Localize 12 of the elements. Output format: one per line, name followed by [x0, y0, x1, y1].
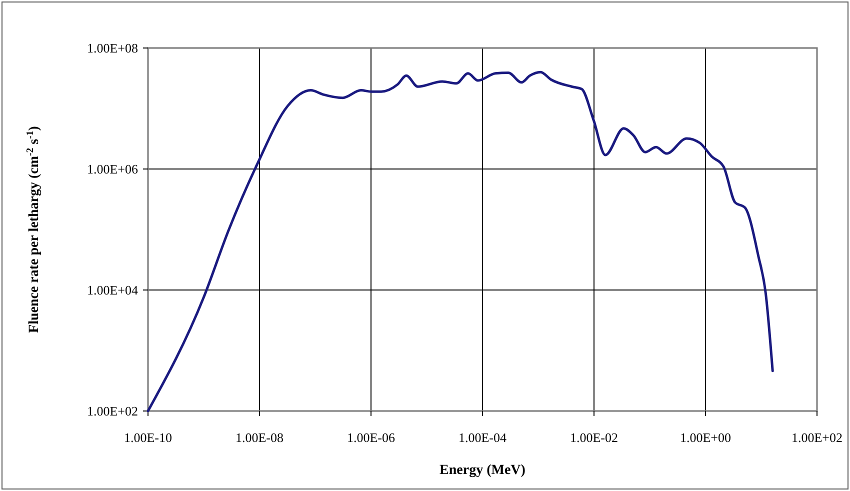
x-tick-label: 1.00E-02: [570, 430, 618, 445]
x-tick-label: 1.00E-10: [124, 430, 172, 445]
y-tick-label: 1.00E+04: [86, 282, 138, 298]
y-tick-label: 1.00E+06: [86, 162, 138, 177]
x-tick-label: 1.00E-04: [458, 430, 508, 445]
y-tick-label: 1.00E+02: [86, 404, 138, 419]
y-tick-label: 1.00E+08: [86, 40, 138, 56]
x-tick-label: 1.00E-08: [235, 430, 284, 445]
x-axis-title: Energy (MeV): [440, 463, 526, 478]
x-tick-label: 1.00E+02: [791, 430, 843, 445]
x-tick-label: 1.00E-06: [346, 430, 396, 445]
x-tick-label: 1.00E+00: [680, 430, 732, 445]
